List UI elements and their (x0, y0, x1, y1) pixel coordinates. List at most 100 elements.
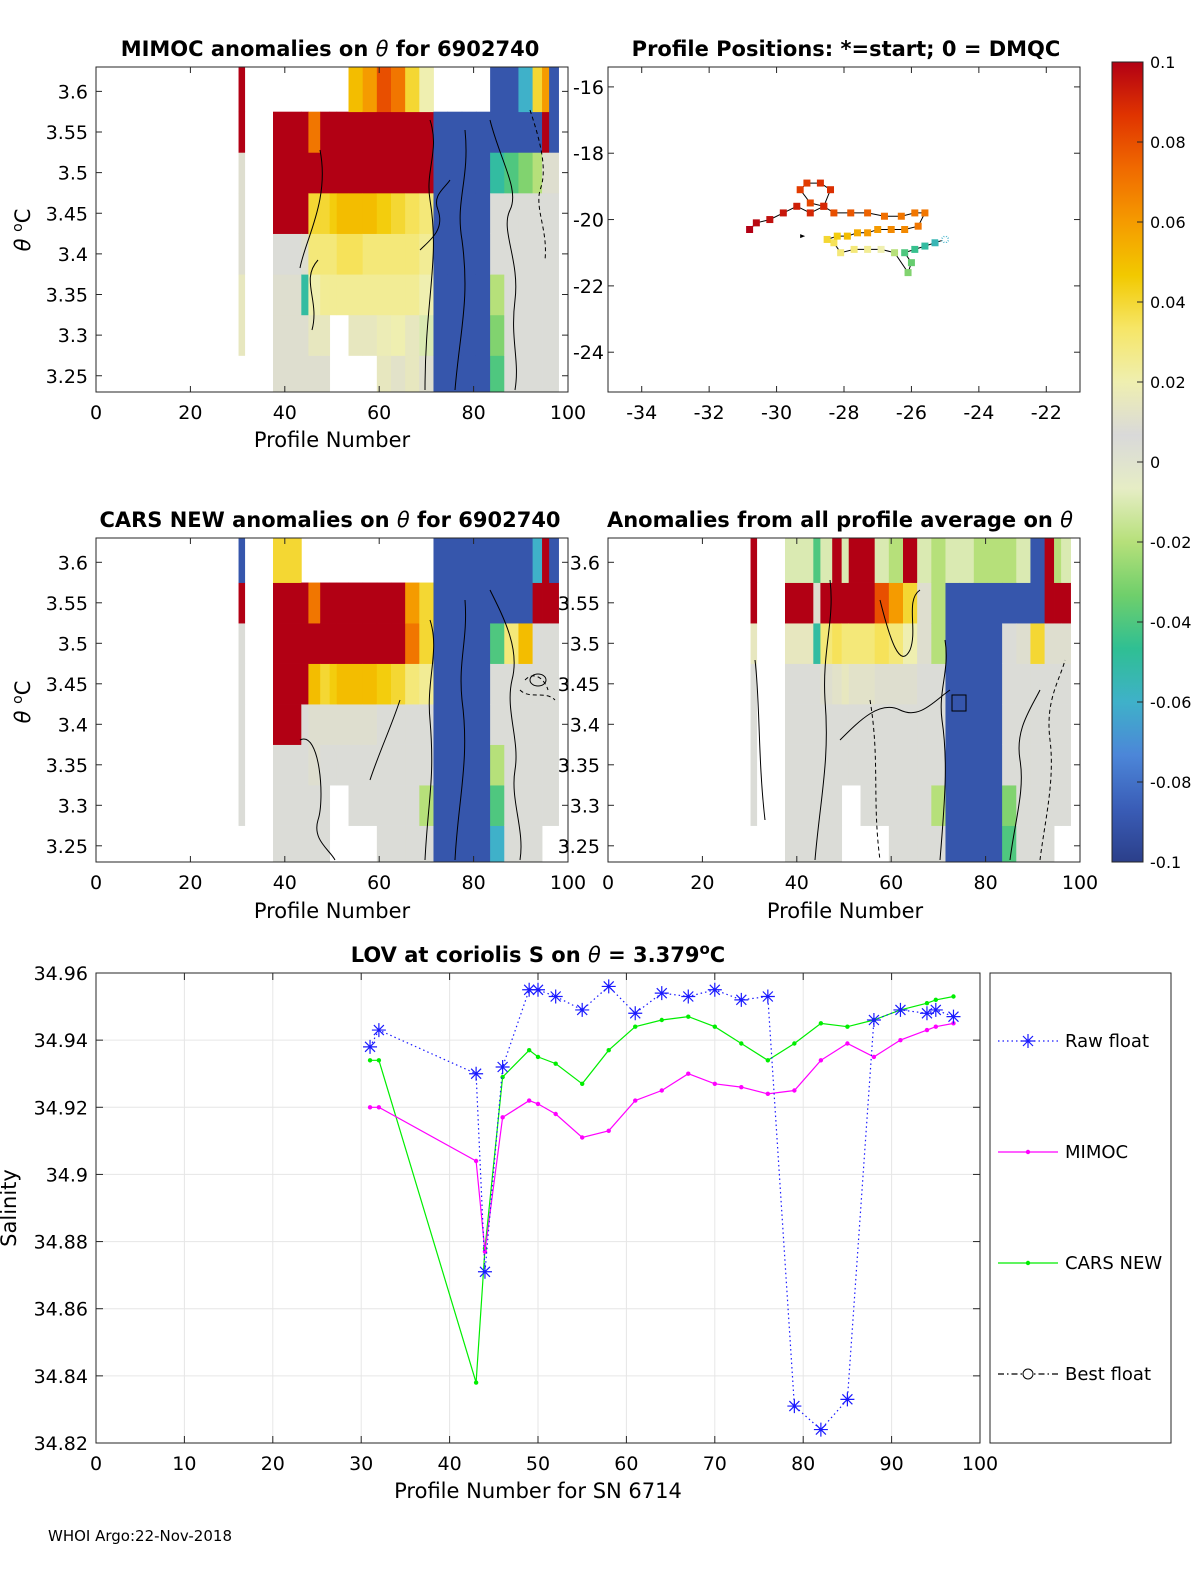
x-tick-label: 40 (273, 402, 297, 424)
heatmap-cell (419, 623, 434, 664)
mimoc-x-ticks: 0 20 40 60 80 100 (90, 67, 586, 424)
cars-contour-line (489, 589, 522, 861)
heatmap-cell (238, 314, 246, 356)
positions-title: Profile Positions: *=start; 0 = DMQC (632, 37, 1061, 61)
heatmap-cell (1030, 785, 1045, 826)
heatmap-cell (329, 233, 338, 275)
heatmap-cell (532, 152, 543, 194)
heatmap-cell (750, 623, 758, 664)
heatmap-cell (860, 744, 876, 786)
y-tick-label: 3.45 (46, 674, 88, 696)
heatmap-cell (490, 785, 505, 826)
heatmap-cell (447, 623, 463, 664)
heatmap-cell (336, 582, 349, 624)
heatmap-cell (433, 152, 449, 194)
heatmap-cell (931, 704, 946, 745)
heatmap-cell (447, 744, 463, 786)
series-point (367, 1058, 373, 1063)
heatmap-cell (475, 314, 491, 356)
series-point (376, 1105, 382, 1110)
heatmap-cell (475, 825, 491, 863)
mimoc-contour-line (299, 149, 323, 331)
heatmap-cell (308, 355, 321, 393)
x-tick-label: 40 (273, 872, 297, 894)
heatmap-cell (917, 704, 932, 745)
heatmap-cell (1044, 538, 1055, 583)
avg-y-ticks: 3.25 3.3 3.35 3.4 3.45 3.5 3.55 3.6 (558, 552, 1080, 858)
heatmap-cell (447, 314, 463, 356)
series-point (473, 1158, 479, 1164)
y-tick-label: 3.6 (58, 81, 88, 103)
heatmap-cell (273, 314, 302, 356)
heatmap-cell (490, 314, 505, 356)
avg-contour-line (869, 699, 881, 861)
profile-position-marker (830, 209, 838, 217)
heatmap-cell (329, 152, 338, 194)
heatmap-cell (461, 192, 477, 234)
x-tick-label: -28 (828, 402, 859, 424)
y-tick-label: 3.5 (58, 633, 88, 655)
profile-position-marker (911, 245, 919, 253)
heatmap-cell (329, 704, 338, 745)
heatmap-cell (987, 582, 1003, 624)
y-tick-label: 34.82 (34, 1433, 88, 1455)
heatmap-cell (447, 355, 463, 393)
heatmap-cell (301, 704, 309, 745)
heatmap-cell (308, 663, 321, 705)
profile-position-marker (911, 209, 919, 217)
series-point (951, 994, 956, 999)
heatmap-cell (419, 704, 434, 745)
raw-float-point (760, 989, 775, 1004)
heatmap-cell (308, 152, 321, 194)
y-tick-label: 3.35 (46, 755, 88, 777)
heatmap-cell (848, 744, 861, 786)
heatmap-cell (917, 663, 932, 705)
heatmap-cell (750, 663, 758, 705)
heatmap-cell (308, 744, 321, 786)
profile-position-marker (796, 186, 804, 194)
y-tick-label: 3.3 (58, 325, 88, 347)
lov-x-ticks: 0 10 20 30 40 50 60 70 80 90 100 (90, 973, 998, 1475)
avg-title: Anomalies from all profile average on θ (607, 508, 1073, 532)
heatmap-cell (542, 623, 550, 664)
x-tick-label: 60 (367, 872, 391, 894)
heatmap-cell (348, 274, 364, 316)
heatmap-cell (874, 785, 890, 826)
heatmap-cell (549, 152, 559, 194)
series-point (933, 997, 938, 1003)
mimoc-contour-line (454, 129, 467, 391)
cars-axes-box (95, 537, 569, 863)
heatmap-cell (238, 704, 246, 745)
heatmap-cell (549, 663, 559, 705)
heatmap-cell (532, 623, 543, 664)
heatmap-cell (391, 111, 406, 153)
profile-position-marker (921, 209, 929, 217)
raw-float-point (928, 1002, 943, 1017)
heatmap-cell (959, 704, 975, 745)
y-tick-label: 34.86 (34, 1299, 88, 1321)
heatmap-cell (959, 623, 975, 664)
heatmap-cell (362, 233, 378, 275)
series-point (765, 1091, 771, 1097)
heatmap-cell (447, 825, 463, 863)
y-tick-label: 34.9 (46, 1164, 88, 1186)
avg-contour-line (879, 589, 921, 657)
heatmap-cell (461, 744, 477, 786)
series-point (633, 1098, 638, 1103)
heatmap-cell (832, 538, 843, 583)
heatmap-cell (1054, 663, 1062, 705)
heatmap-cell (832, 785, 843, 826)
heatmap-cell (475, 111, 491, 153)
heatmap-cell (820, 825, 833, 863)
lov-y-ticks: 34.82 34.84 34.86 34.88 34.9 34.92 34.94 34.96 (34, 963, 980, 1455)
profile-position-marker (880, 212, 888, 220)
heatmap-cell (549, 623, 559, 664)
cars-contour-line (519, 675, 556, 701)
heatmap-cell (461, 233, 477, 275)
profile-position-marker (847, 209, 855, 217)
profile-position-marker (864, 245, 872, 253)
heatmap-cell (308, 785, 321, 826)
heatmap-cell (461, 152, 477, 194)
heatmap-cell (301, 314, 309, 356)
heatmap-cell (301, 785, 309, 826)
